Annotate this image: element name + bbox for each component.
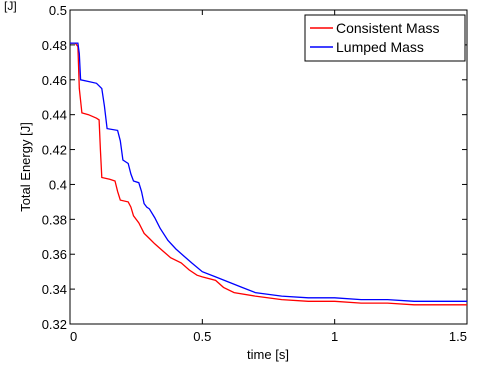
y-tick-label: 0.38: [42, 212, 67, 227]
y-tick-label: 0.44: [42, 108, 67, 123]
y-tick-label: 0.42: [42, 143, 67, 158]
legend-label: Consistent Mass: [336, 20, 439, 36]
x-tick-label: 1.5: [449, 329, 467, 344]
x-tick-label: 1: [331, 329, 338, 344]
y-tick-label: 0.34: [42, 282, 67, 297]
y-axis-label: Total Energy [J]: [18, 122, 33, 212]
y-tick-label: 0.4: [49, 177, 67, 192]
y-tick-label: 0.5: [49, 3, 67, 18]
x-axis-label: time [s]: [247, 347, 289, 362]
x-tick-label: 0.5: [193, 329, 211, 344]
y-tick-label: 0.36: [42, 247, 67, 262]
x-tick-label: 0: [70, 329, 77, 344]
y-tick-label: 0.46: [42, 73, 67, 88]
legend: Consistent Mass Lumped Mass: [305, 15, 465, 61]
legend-label: Lumped Mass: [336, 39, 424, 55]
corner-label: [J]: [4, 0, 17, 13]
y-tick-label: 0.48: [42, 38, 67, 53]
y-tick-label: 0.32: [42, 317, 67, 332]
